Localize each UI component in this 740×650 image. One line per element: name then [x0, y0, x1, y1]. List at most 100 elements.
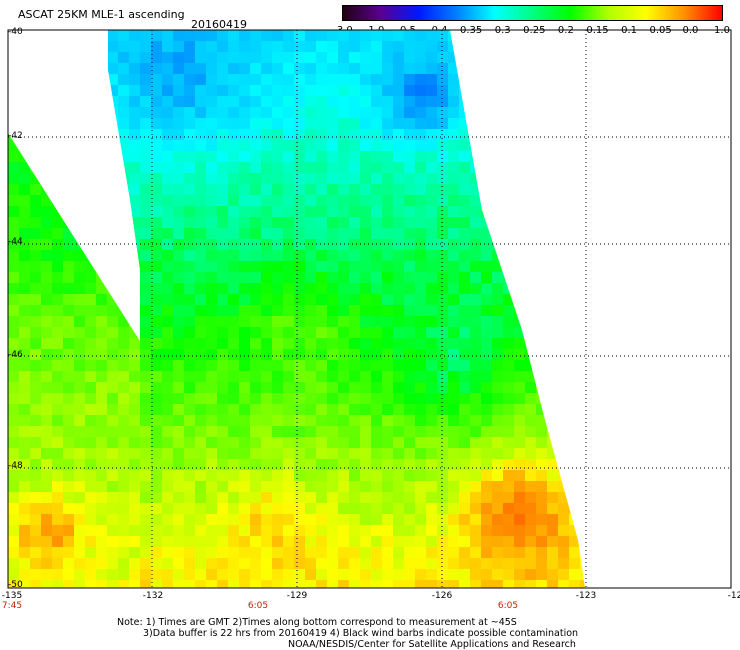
grid-cell [129, 96, 140, 107]
grid-cell [195, 195, 206, 206]
grid-cell [459, 140, 470, 151]
grid-cell [349, 349, 360, 360]
grid-cell [30, 382, 41, 393]
grid-cell [41, 63, 52, 74]
lat-label: -46 [8, 350, 23, 360]
grid-cell [360, 85, 371, 96]
grid-cell [261, 415, 272, 426]
grid-cell [338, 283, 349, 294]
grid-cell [8, 470, 19, 481]
grid-cell [107, 217, 118, 228]
grid-cell [108, 261, 118, 272]
grid-cell [85, 195, 96, 206]
grid-cell [272, 481, 283, 492]
grid-cell [85, 217, 96, 228]
grid-cell [283, 195, 294, 206]
grid-cell [107, 459, 118, 470]
grid-cell [316, 184, 327, 195]
grid-cell [305, 63, 316, 74]
grid-cell [536, 525, 547, 536]
grid-cell [107, 426, 118, 437]
grid-cell [558, 239, 569, 250]
grid-cell [96, 133, 107, 140]
grid-cell [85, 470, 96, 481]
grid-cell [382, 118, 393, 129]
grid-cell [547, 305, 558, 316]
grid-cell [140, 338, 151, 349]
grid-cell [140, 283, 151, 294]
grid-cell [19, 338, 30, 349]
grid-cell [162, 470, 173, 481]
grid-cell [118, 283, 129, 294]
grid-cell [41, 448, 52, 459]
grid-cell [30, 52, 41, 63]
grid-cell [514, 492, 525, 503]
grid-cell [129, 85, 140, 96]
grid-cell [591, 437, 602, 448]
grid-cell [503, 217, 514, 228]
grid-cell [151, 459, 162, 470]
grid-cell [250, 261, 261, 272]
grid-cell [459, 371, 470, 382]
grid-cell [448, 558, 459, 569]
grid-cell [591, 558, 602, 569]
grid-cell [393, 536, 404, 547]
grid-cell [195, 547, 206, 558]
grid-cell [470, 206, 481, 217]
grid-cell [492, 547, 503, 558]
grid-cell [283, 393, 294, 404]
grid-cell [470, 151, 481, 162]
grid-cell [85, 283, 96, 294]
grid-cell [415, 272, 426, 283]
grid-cell [569, 239, 580, 250]
grid-cell [184, 525, 195, 536]
grid-cell [393, 217, 404, 228]
grid-cell [327, 305, 338, 316]
grid-cell [382, 448, 393, 459]
grid-cell [437, 30, 448, 41]
grid-cell [459, 547, 470, 558]
grid-cell [195, 492, 206, 503]
grid-cell [338, 217, 349, 228]
grid-cell [470, 327, 481, 338]
grid-cell [591, 151, 602, 162]
grid-cell [118, 481, 129, 492]
grid-cell [239, 63, 250, 74]
grid-cell [140, 492, 151, 503]
grid-cell [217, 206, 228, 217]
grid-cell [547, 52, 558, 63]
grid-cell [239, 393, 250, 404]
grid-cell [470, 470, 481, 481]
grid-cell [459, 437, 470, 448]
grid-cell [8, 283, 19, 294]
grid-cell [481, 140, 492, 151]
grid-cell [140, 426, 151, 437]
grid-cell [382, 250, 393, 261]
grid-cell [415, 569, 426, 580]
grid-cell [118, 426, 129, 437]
grid-cell [569, 283, 580, 294]
grid-cell [481, 261, 492, 272]
grid-cell [459, 525, 470, 536]
grid-cell [228, 503, 239, 514]
grid-cell [525, 448, 536, 459]
grid-cell [19, 415, 30, 426]
grid-cell [140, 162, 151, 173]
grid-cell [19, 525, 30, 536]
grid-cell [514, 316, 525, 327]
grid-cell [217, 338, 228, 349]
grid-cell [8, 393, 19, 404]
grid-cell [41, 327, 52, 338]
grid-cell [63, 133, 74, 140]
grid-cell [206, 569, 217, 580]
grid-cell [591, 195, 602, 206]
grid-cell [547, 481, 558, 492]
grid-cell [415, 536, 426, 547]
grid-cell [316, 63, 327, 74]
grid-cell [349, 184, 360, 195]
grid-cell [404, 470, 415, 481]
grid-cell [228, 536, 239, 547]
grid-cell [118, 503, 129, 514]
grid-cell [19, 503, 30, 514]
grid-cell [338, 305, 349, 316]
